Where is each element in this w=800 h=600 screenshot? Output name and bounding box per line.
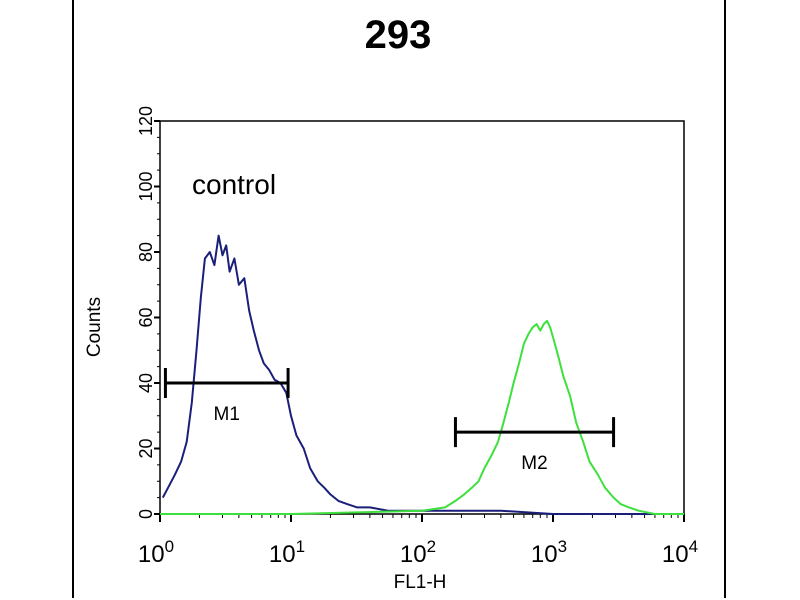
gate-markers: M1 M2 (163, 368, 616, 474)
histogram-series (160, 234, 684, 515)
y-tick-label: 20 (136, 438, 156, 458)
x-tick-label: 102 (400, 537, 436, 568)
y-tick-label: 40 (136, 373, 156, 393)
y-axis-label: Counts (84, 297, 105, 357)
control-histogram-line (161, 234, 684, 515)
y-tick-label: 60 (136, 307, 156, 327)
y-tick-label: 100 (136, 171, 156, 201)
y-tick-label: 80 (136, 242, 156, 262)
x-tick-label: 104 (662, 537, 698, 568)
sample-histogram-line (160, 319, 684, 515)
figure-frame (72, 0, 726, 598)
x-tick-label: 100 (138, 537, 174, 568)
x-tick-label: 103 (531, 537, 567, 568)
x-axis-label: FL1-H (394, 572, 447, 593)
y-tick-label: 0 (136, 509, 156, 519)
marker-label: M1 (214, 404, 240, 425)
y-axis-ticks: 0 20 40 60 80 100 120 (136, 106, 160, 519)
control-annotation: control (192, 169, 276, 200)
chart-title: 293 (365, 13, 432, 57)
y-tick-label: 120 (136, 106, 156, 136)
x-axis-ticks: 100 101 102 103 104 (138, 514, 698, 568)
x-tick-label: 101 (269, 537, 305, 568)
marker-label: M2 (521, 453, 547, 474)
